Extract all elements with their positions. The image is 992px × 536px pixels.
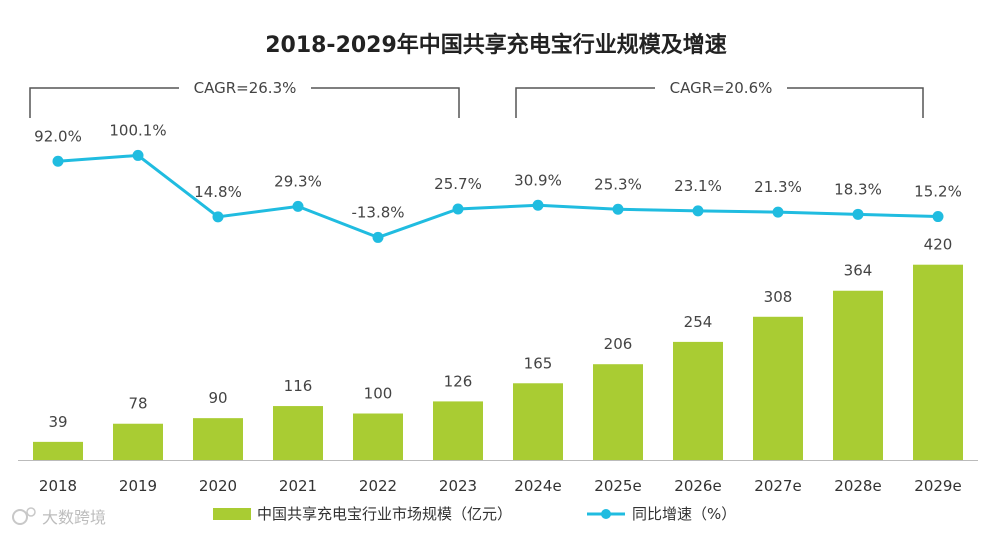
- x-tick-2029e: 2029e: [914, 477, 961, 495]
- growth-label-2029e: 15.2%: [914, 183, 962, 201]
- bar-label-2019: 78: [128, 395, 147, 413]
- x-axis: 2018 2019 2020 2021 2022 2023 2024e 2025e 2026e 2…: [18, 460, 978, 495]
- x-tick-2023: 2023: [439, 477, 477, 495]
- growth-line: [57, 153, 939, 240]
- growth-point-2023: [452, 203, 464, 215]
- x-tick-2020: 2020: [199, 477, 237, 495]
- growth-label-2024e: 30.9%: [514, 171, 562, 189]
- cagr-label-1: CAGR=26.3%: [194, 79, 297, 97]
- growth-label-2022: -13.8%: [351, 203, 404, 221]
- growth-point-2028e: [852, 208, 864, 220]
- cagr-annotations: CAGR=26.3% CAGR=20.6%: [29, 79, 924, 118]
- bar-label-2020: 90: [208, 389, 227, 407]
- cagr-bracket-right-1: [311, 87, 460, 118]
- growth-point-2022: [372, 231, 384, 243]
- bar-label-2026e: 254: [684, 313, 713, 331]
- bar-label-2025e: 206: [604, 335, 633, 353]
- bar-2024e: [513, 383, 563, 460]
- growth-point-2024e: [532, 199, 544, 211]
- x-tick-2019: 2019: [119, 477, 157, 495]
- bar-label-2018: 39: [48, 413, 67, 431]
- growth-point-2020: [212, 211, 224, 223]
- growth-point-2026e: [692, 205, 704, 217]
- bar-2022: [353, 413, 403, 460]
- cagr-bracket-2: CAGR=20.6%: [515, 79, 924, 118]
- growth-point-2018: [52, 155, 64, 167]
- bar-label-2029e: 420: [924, 236, 953, 254]
- growth-label-2026e: 23.1%: [674, 177, 722, 195]
- x-tick-2024e: 2024e: [514, 477, 561, 495]
- cagr-bracket-right-2: [787, 87, 924, 118]
- cagr-label-2: CAGR=20.6%: [670, 79, 773, 97]
- bar-2025e: [593, 364, 643, 460]
- bar-label-2023: 126: [444, 372, 473, 390]
- legend-bar-label: 中国共享充电宝行业市场规模（亿元）: [257, 505, 512, 523]
- cagr-bracket-1: CAGR=26.3%: [29, 79, 460, 118]
- growth-label-2027e: 21.3%: [754, 178, 802, 196]
- line-series: 92.0% 100.1% 14.8% 29.3% -13.8% 25.7% 30.9% 25.…: [34, 121, 962, 243]
- watermark-text: 大数跨境: [42, 508, 106, 527]
- x-tick-2027e: 2027e: [754, 477, 801, 495]
- growth-label-2018: 92.0%: [34, 127, 82, 145]
- x-tick-2025e: 2025e: [594, 477, 641, 495]
- bar-2020: [193, 418, 243, 460]
- bar-label-2027e: 308: [764, 288, 793, 306]
- bar-2027e: [753, 316, 803, 460]
- x-tick-2018: 2018: [39, 477, 77, 495]
- bar-2021: [273, 406, 323, 460]
- growth-label-2023: 25.7%: [434, 175, 482, 193]
- bar-2026e: [673, 341, 723, 460]
- chart-title: 2018-2029年中国共享充电宝行业规模及增速: [265, 32, 727, 58]
- growth-point-2029e: [932, 211, 944, 223]
- legend-bar-swatch: [213, 508, 251, 520]
- bar-label-2022: 100: [364, 385, 393, 403]
- bar-2018: [33, 441, 83, 460]
- bar-label-2024e: 165: [524, 354, 553, 372]
- x-tick-2021: 2021: [279, 477, 317, 495]
- legend: 中国共享充电宝行业市场规模（亿元） 同比增速（%）: [213, 505, 736, 523]
- bar-2019: [113, 423, 163, 460]
- x-tick-2022: 2022: [359, 477, 397, 495]
- growth-label-2020: 14.8%: [194, 183, 242, 201]
- growth-label-2021: 29.3%: [274, 172, 322, 190]
- legend-line-label: 同比增速（%）: [632, 505, 736, 523]
- growth-label-2028e: 18.3%: [834, 180, 882, 198]
- growth-label-2025e: 25.3%: [594, 175, 642, 193]
- bar-label-2021: 116: [284, 377, 313, 395]
- watermark-logo-icon: [12, 509, 28, 525]
- growth-point-2027e: [772, 206, 784, 218]
- x-tick-2028e: 2028e: [834, 477, 881, 495]
- watermark-logo-dot-icon: [26, 507, 36, 517]
- legend-line-marker: [601, 509, 611, 519]
- bar-2029e: [913, 264, 963, 460]
- growth-label-2019: 100.1%: [109, 121, 166, 139]
- growth-point-2019: [132, 149, 144, 161]
- bar-2023: [433, 401, 483, 460]
- x-tick-2026e: 2026e: [674, 477, 721, 495]
- growth-point-2021: [292, 200, 304, 212]
- cagr-bracket-left-1: [29, 87, 179, 118]
- watermark: 大数跨境: [12, 507, 106, 527]
- cagr-bracket-left-2: [515, 87, 655, 118]
- bar-2028e: [833, 290, 883, 460]
- bar-label-2028e: 364: [844, 262, 873, 280]
- bar-series: 39 78 90 116 100 126 165 206 254 308 364 420: [33, 236, 963, 460]
- growth-point-2025e: [612, 203, 624, 215]
